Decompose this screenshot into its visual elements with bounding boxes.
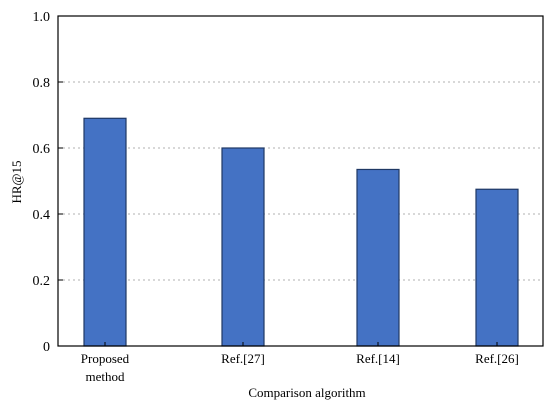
x-tick-label: Proposed — [81, 351, 130, 366]
y-tick-label: 0.2 — [33, 274, 51, 289]
bar — [475, 188, 519, 347]
x-tick-label: method — [86, 369, 125, 384]
gridlines — [58, 81, 543, 281]
axes — [57, 15, 544, 347]
y-tick-label: 1.0 — [33, 10, 51, 25]
y-tick-label: 0.6 — [33, 142, 51, 157]
x-tick-label: Ref.[14] — [356, 351, 400, 366]
y-tick-label: 0 — [43, 340, 50, 355]
bars — [83, 117, 519, 347]
bar — [356, 168, 400, 347]
bar — [221, 147, 265, 347]
x-tick-label: Ref.[27] — [221, 351, 265, 366]
y-tick-label: 0.4 — [33, 208, 51, 223]
plot-frame — [57, 15, 544, 347]
x-axis-title: Comparison algorithm — [248, 385, 365, 400]
bar — [83, 117, 127, 347]
y-axis-title: HR@15 — [9, 160, 24, 203]
x-tick-label: Ref.[26] — [475, 351, 519, 366]
labels: 0 0.2 0.4 0.6 0.8 1.0 Proposed method Ref.[27] Re… — [33, 10, 519, 384]
y-tick-label: 0.8 — [33, 76, 51, 91]
